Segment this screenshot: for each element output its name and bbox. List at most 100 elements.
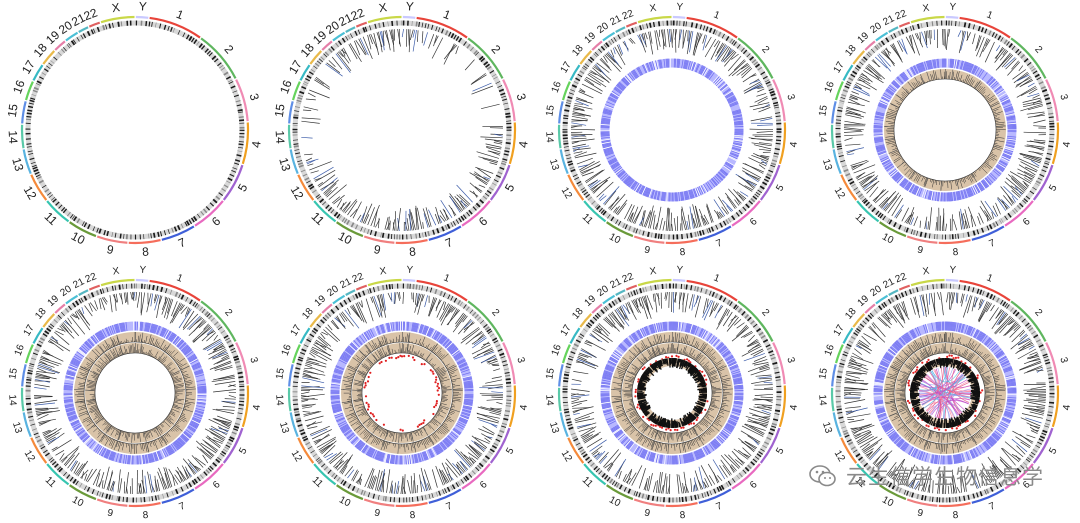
histogram-divider [78, 412, 89, 417]
histogram-bar [362, 409, 366, 412]
chromosome-label: Y [406, 265, 414, 276]
red-point [437, 393, 440, 396]
gene-label-mark [192, 327, 213, 343]
cytoband [844, 85, 850, 89]
gene-label-mark [692, 204, 699, 228]
cytoband [878, 42, 883, 48]
histogram-bar [165, 433, 169, 437]
gene-label-mark [929, 30, 931, 45]
cytoband [466, 211, 471, 217]
gene-label-mark [343, 47, 351, 62]
gene-label-mark [36, 367, 47, 373]
gene-label-mark [843, 128, 862, 132]
histogram-divider [447, 365, 457, 371]
histogram-bar [164, 365, 166, 367]
histogram-bar [78, 407, 87, 411]
gene-label-mark [313, 438, 321, 443]
heatmap-cell [180, 344, 189, 352]
chromosome-arc [309, 313, 323, 328]
histogram-bar [95, 412, 101, 416]
gene-label-mark [689, 206, 694, 229]
histogram-bar [154, 351, 159, 359]
gene-label-mark [213, 343, 224, 351]
histogram-bar [392, 432, 395, 442]
red-point [371, 413, 374, 416]
chromosome-arc [88, 21, 101, 28]
gene-label-mark [172, 475, 176, 486]
chromosome-label: 21 [336, 10, 355, 29]
chromosome-label: 3 [247, 356, 259, 365]
cytoband [314, 62, 320, 67]
histogram-bar [90, 404, 97, 408]
chromosome-label: 19 [583, 30, 599, 46]
ideogram-ring [835, 20, 1055, 240]
histogram-bar [365, 432, 371, 440]
chromosome-label: 8 [952, 247, 959, 258]
gene-label-mark [846, 149, 856, 154]
histogram-bar [101, 365, 105, 368]
gene-label-mark [465, 444, 480, 459]
gene-label-mark [589, 71, 597, 76]
heatmap-cell [891, 81, 900, 89]
cytoband [189, 299, 193, 305]
gene-label-mark [482, 426, 495, 434]
histogram-bar [429, 346, 432, 351]
cytoband [205, 469, 210, 474]
gene-label-mark [301, 398, 315, 401]
histogram-bar [174, 358, 178, 362]
histogram-bar [166, 366, 171, 370]
histogram-bar [347, 368, 356, 373]
red-point [364, 384, 367, 387]
histogram-bar [381, 428, 384, 432]
histogram-bar [86, 362, 93, 366]
gene-label-mark [613, 207, 618, 213]
histogram-bar [93, 425, 96, 428]
histogram-bar [146, 353, 148, 355]
gene-label-mark [54, 331, 70, 345]
histogram-bar [953, 76, 955, 80]
gene-label-mark [123, 292, 127, 304]
gene-label-mark [471, 435, 488, 449]
histogram-bar [905, 88, 910, 94]
chromosome-arc [461, 200, 491, 227]
histogram-bar [358, 397, 363, 399]
gene-label-mark [681, 208, 683, 231]
histogram-bar [152, 342, 155, 346]
gene-label-mark [306, 421, 323, 426]
gene-label-mark [177, 471, 183, 483]
histogram-bar [920, 81, 923, 85]
gene-label-mark [198, 321, 207, 329]
chromosome-arc [297, 437, 315, 464]
histogram-bar [381, 336, 386, 346]
gene-label-mark [572, 114, 585, 117]
histogram-bar [436, 350, 442, 356]
histogram-divider [104, 339, 110, 349]
gene-label-mark [703, 217, 708, 225]
cytoband [753, 61, 759, 66]
histogram-bar [118, 348, 122, 356]
histogram-bar [411, 345, 414, 355]
gene-label-mark [328, 60, 336, 67]
gene-label-mark [486, 398, 503, 401]
gene-label-mark [587, 74, 607, 88]
histogram-bar [170, 429, 173, 432]
cytoband [856, 64, 862, 69]
histogram-bar [121, 340, 123, 344]
gene-label-mark [325, 63, 343, 77]
gene-label-mark [182, 313, 199, 330]
cytoband [204, 311, 209, 316]
histogram-bar [981, 91, 986, 95]
gene-label-mark [891, 197, 903, 217]
chromosome-label: 21 [608, 13, 623, 28]
gene-label-mark [417, 294, 424, 315]
gene-label-mark [390, 29, 394, 40]
histogram-bar [178, 418, 185, 423]
heatmap-cell [445, 437, 453, 445]
histogram-bar [99, 346, 105, 353]
gene-label-mark [451, 307, 456, 313]
chromosome-arc [938, 239, 971, 245]
histogram-divider [131, 432, 133, 443]
cytoband [842, 89, 849, 93]
gene-label-mark [208, 347, 226, 355]
gene-label-mark [476, 417, 499, 424]
